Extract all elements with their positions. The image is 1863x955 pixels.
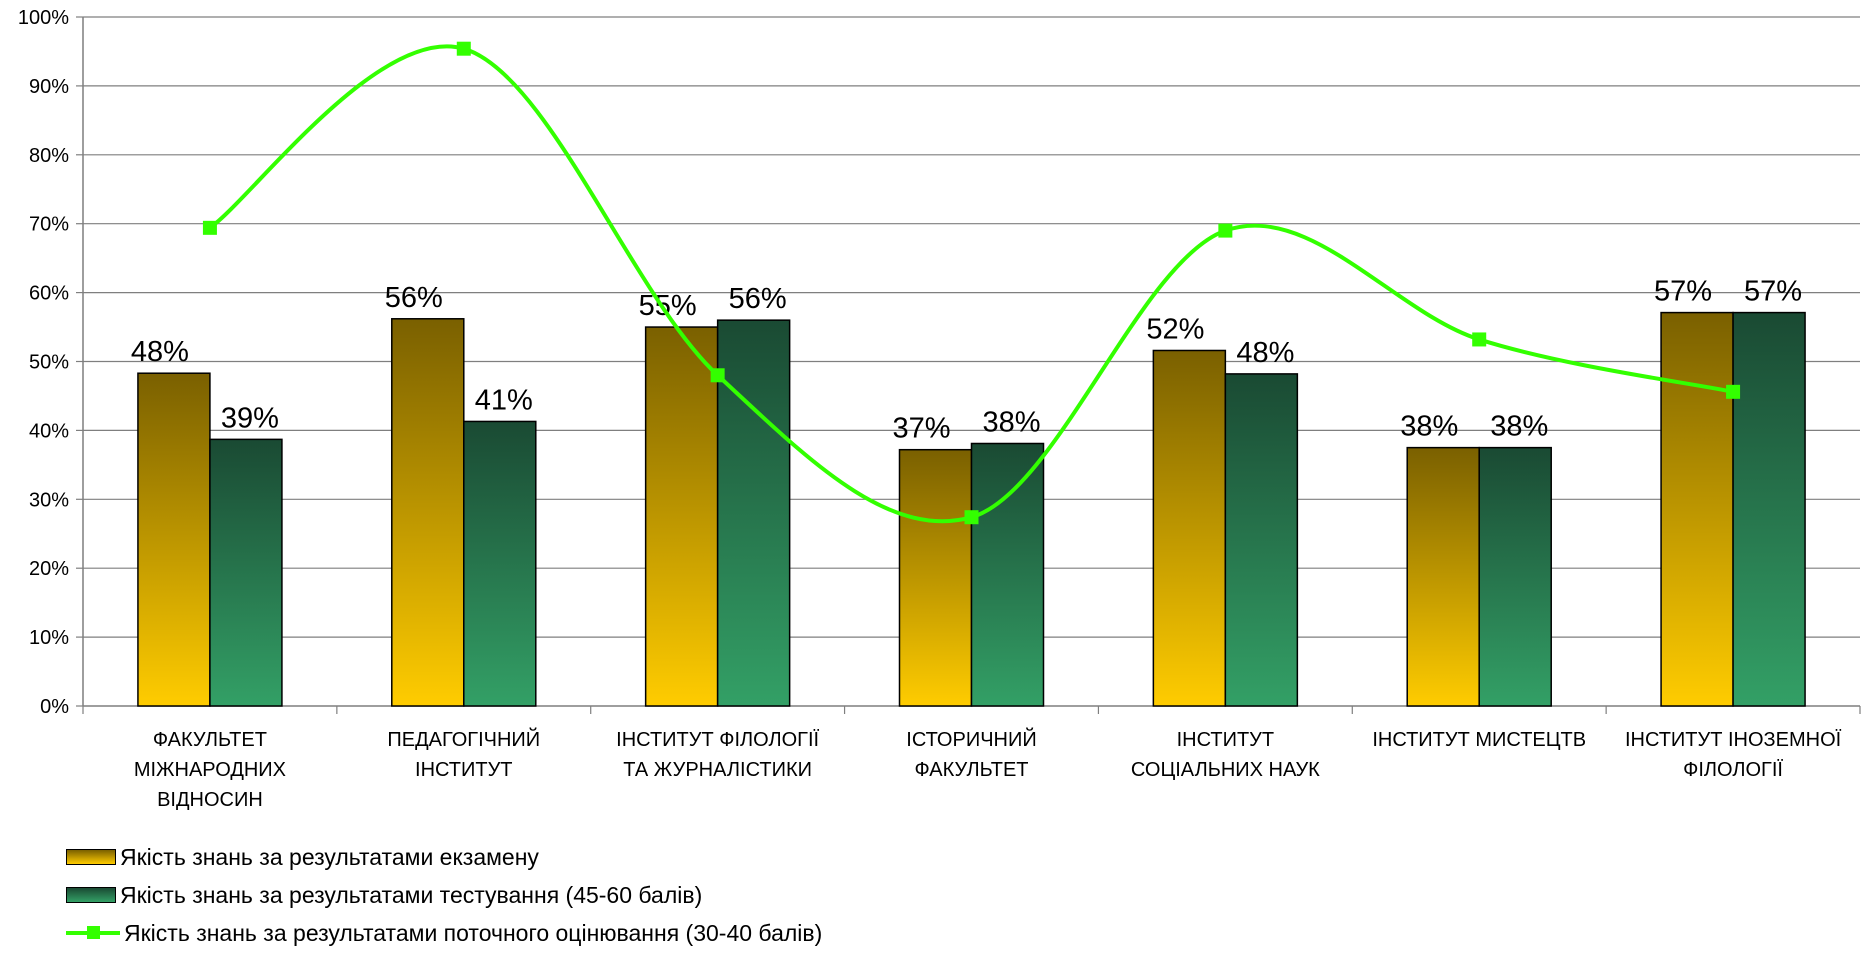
legend-swatch-current — [66, 925, 120, 941]
bar-test — [209, 438, 283, 707]
legend-swatch-exam — [66, 849, 116, 865]
bar-exam — [1406, 446, 1480, 707]
bar-value-label: 56% — [385, 282, 443, 314]
bar-test — [1224, 373, 1299, 707]
line-marker — [1472, 332, 1487, 347]
legend-label-exam: Якість знань за результатами екзамену — [120, 843, 539, 870]
y-tick-label: 10% — [29, 627, 69, 649]
bar-value-label: 38% — [982, 406, 1040, 438]
x-tick-label: ІНСТИТУТ ФІЛОЛОГІЇ ТА ЖУРНАЛІСТИКИ — [616, 729, 819, 781]
legend-label-current: Якість знань за результатами поточного о… — [124, 919, 823, 946]
line-marker — [964, 510, 979, 525]
x-tick-label: ІНСТИТУТ СОЦІАЛЬНИХ НАУК — [1131, 729, 1320, 781]
bar-exam — [898, 448, 973, 707]
bar-exam — [644, 326, 719, 707]
y-tick-label: 100% — [18, 7, 69, 29]
bar-test — [1478, 446, 1552, 707]
bar-test — [1732, 311, 1806, 707]
line-marker — [710, 368, 725, 383]
bar-exam — [1660, 311, 1734, 707]
gridlines — [83, 16, 1860, 638]
bar-value-label: 37% — [892, 413, 950, 445]
x-tick-label: ІСТОРИЧНИЙ ФАКУЛЬТЕТ — [906, 727, 1036, 781]
y-tick-label: 50% — [29, 352, 69, 374]
bar-test — [463, 420, 537, 707]
bar-value-label: 57% — [1744, 276, 1802, 308]
y-tick-label: 30% — [29, 489, 69, 511]
bar-value-label: 57% — [1654, 276, 1712, 308]
y-tick-label: 80% — [29, 145, 69, 167]
y-tick-label: 0% — [40, 696, 69, 718]
y-tick-label: 40% — [29, 420, 69, 442]
x-tick-label: ФАКУЛЬТЕТ МІЖНАРОДНИХ ВІДНОСИН — [134, 729, 286, 811]
line-marker — [456, 41, 471, 56]
y-tick-label: 70% — [29, 214, 69, 236]
legend: Якість знань за результатами екзамену Як… — [66, 838, 822, 952]
bar-value-label: 38% — [1490, 411, 1548, 443]
line-marker — [1726, 384, 1741, 399]
y-axis: 0% 10% 20% 30% 40% 50% 60% 70% 80% 90% 100% — [18, 7, 84, 718]
bar-value-label: 41% — [475, 384, 533, 416]
bar-test — [716, 319, 791, 707]
bar-exam — [137, 372, 211, 707]
x-tick-label: ПЕДАГОГІЧНИЙ ІНСТИТУТ — [387, 727, 540, 781]
legend-label-test: Якість знань за результатами тестування … — [120, 881, 703, 908]
bar-value-label: 52% — [1146, 313, 1204, 345]
line-marker — [1218, 223, 1233, 238]
y-tick-label: 60% — [29, 283, 69, 305]
y-tick-label: 20% — [29, 558, 69, 580]
bar-exam — [1152, 349, 1227, 707]
x-tick-label: ІНСТИТУТ МИСТЕЦТВ — [1372, 729, 1586, 751]
legend-swatch-test — [66, 887, 116, 903]
chart: 0% 10% 20% 30% 40% 50% 60% 70% 80% 90% 100% ФАКУЛЬ… — [18, 7, 1861, 811]
bar-test — [970, 442, 1045, 707]
bar-exam — [391, 318, 465, 707]
y-tick-label: 90% — [29, 76, 69, 98]
x-axis: ФАКУЛЬТЕТ МІЖНАРОДНИХ ВІДНОСИН ПЕДАГОГІЧНИЙ… — [82, 705, 1861, 811]
bar-value-label: 38% — [1400, 411, 1458, 443]
legend-item-exam: Якість знань за результатами екзамену — [66, 838, 822, 876]
legend-item-current: Якість знань за результатами поточного о… — [66, 914, 822, 952]
legend-item-test: Якість знань за результатами тестування … — [66, 876, 822, 914]
line-marker — [202, 220, 217, 235]
x-tick-label: ІНСТИТУТ ІНОЗЕМНОЇ ФІЛОЛОГІЇ — [1625, 729, 1842, 781]
bar-value-label: 48% — [1236, 337, 1294, 369]
bars — [137, 311, 1806, 707]
line-series — [202, 41, 1741, 525]
bar-value-label: 56% — [729, 283, 787, 315]
bar-value-label: 48% — [131, 336, 189, 368]
bar-value-label: 39% — [221, 402, 279, 434]
